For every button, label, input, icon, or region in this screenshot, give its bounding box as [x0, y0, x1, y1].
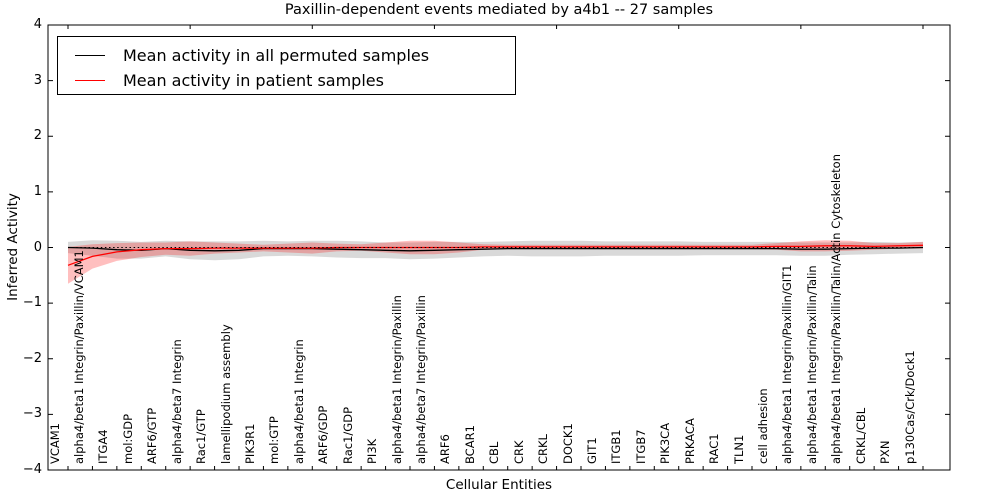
band-permuted — [68, 240, 923, 261]
x-tick-label: alpha4/beta1 Integrin/Paxillin/GIT1 — [780, 264, 795, 464]
line-patient — [67, 244, 924, 266]
x-tick-label: ITGB7 — [633, 429, 648, 464]
y-tick-label: 1 — [33, 183, 42, 199]
x-tick-label: BCAR1 — [462, 425, 477, 464]
y-tick-label: 3 — [33, 72, 42, 88]
x-tick-label: ITGA4 — [96, 429, 111, 464]
legend: Mean activity in all permuted samples Me… — [57, 36, 516, 95]
legend-line-sample-red — [75, 80, 105, 81]
x-tick-label: Rac1/GDP — [340, 406, 355, 464]
x-tick-label: GIT1 — [584, 437, 599, 464]
x-tick-label: lamellipodium assembly — [218, 324, 233, 464]
legend-item-patient: Mean activity in patient samples — [58, 68, 515, 93]
x-tick-label: ARF6/GTP — [145, 407, 160, 464]
x-tick-label: alpha4/beta7 Integrin — [169, 339, 184, 464]
y-tick-label: −2 — [22, 350, 42, 366]
x-tick-label: alpha4/beta1 Integrin/Paxillin/Talin/Act… — [829, 154, 844, 464]
x-tick-label: mol:GDP — [120, 413, 135, 464]
x-tick-label: p130Cas/Crk/Dock1 — [902, 350, 917, 464]
x-tick-label: alpha4/beta1 Integrin/Paxillin/Talin — [804, 265, 819, 464]
chart-title: Paxillin-dependent events mediated by a4… — [284, 2, 714, 18]
line-permuted — [67, 246, 924, 252]
x-axis-label: Cellular Entities — [445, 477, 553, 493]
legend-line-sample-black — [75, 55, 105, 56]
x-tick-label: mol:GTP — [267, 416, 282, 464]
legend-label-permuted: Mean activity in all permuted samples — [123, 46, 430, 65]
x-tick-label: ARF6 — [438, 434, 453, 464]
legend-item-permuted: Mean activity in all permuted samples — [58, 43, 515, 68]
x-tick-label: alpha4/beta1 Integrin — [291, 339, 306, 464]
x-tick-label: CRK — [511, 440, 526, 464]
y-tick-label: −4 — [22, 462, 42, 477]
band-patient — [68, 240, 923, 284]
y-tick-label: −1 — [22, 295, 42, 311]
x-tick-label: alpha4/beta1 Integrin/Paxillin/VCAM1 — [71, 250, 86, 464]
x-tick-label: CRKL — [536, 434, 551, 464]
x-tick-label: PIK3R1 — [242, 423, 257, 465]
x-tick-label: PIK3CA — [658, 422, 673, 464]
x-tick-label: Rac1/GTP — [194, 409, 209, 464]
x-tick-label: VCAM1 — [47, 422, 62, 464]
x-tick-label: alpha4/beta1 Integrin/Paxillin — [389, 295, 404, 464]
x-tick-label: RAC1 — [707, 433, 722, 464]
y-tick-label: 2 — [33, 128, 42, 144]
x-tick-label: cell adhesion — [755, 388, 770, 464]
x-tick-label: ARF6/GDP — [316, 405, 331, 464]
x-tick-label: CBL — [487, 441, 502, 464]
x-tick-label: PI3K — [365, 438, 380, 464]
x-tick-label: TLN1 — [731, 434, 746, 464]
x-tick-label: PXN — [878, 440, 893, 464]
x-tick-label: PRKACA — [682, 418, 697, 464]
x-tick-label: DOCK1 — [560, 423, 575, 464]
x-tick-label: alpha4/beta7 Integrin/Paxillin — [413, 295, 428, 464]
legend-label-patient: Mean activity in patient samples — [123, 71, 384, 90]
y-tick-label: 4 — [33, 17, 42, 32]
y-tick-label: 0 — [33, 239, 42, 255]
y-tick-label: −3 — [22, 406, 42, 422]
x-tick-label: ITGB1 — [609, 429, 624, 464]
x-tick-label: CRKL/CBL — [853, 407, 868, 464]
